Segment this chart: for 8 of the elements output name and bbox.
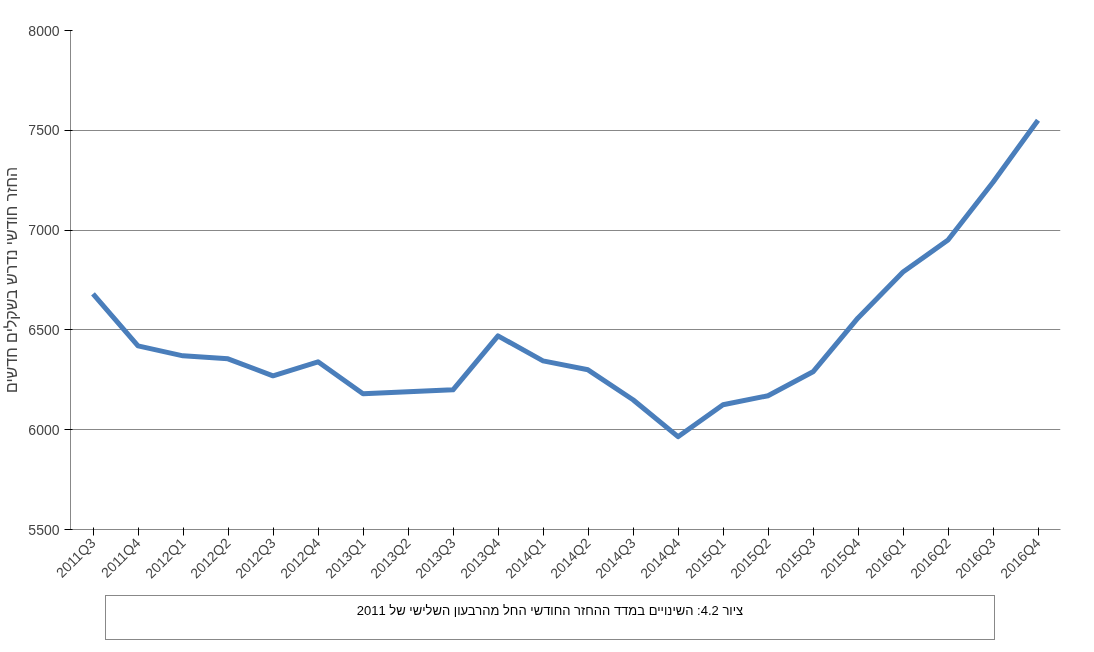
y-tick-label: 6500 — [28, 321, 60, 338]
y-tick-label: 8000 — [28, 22, 60, 39]
y-tick-label: 7500 — [28, 122, 60, 139]
y-axis-title: החזר חודשי נדרש בשקלים חדשים — [3, 166, 21, 394]
y-tick-label: 5500 — [28, 521, 60, 538]
y-tick-label: 6000 — [28, 421, 60, 438]
text: ציור 4.2: השינויים במדד ההחזר החודשי החל מהרבעון השלישי של 2011 — [356, 602, 744, 620]
y-tick-label: 7000 — [28, 222, 60, 239]
